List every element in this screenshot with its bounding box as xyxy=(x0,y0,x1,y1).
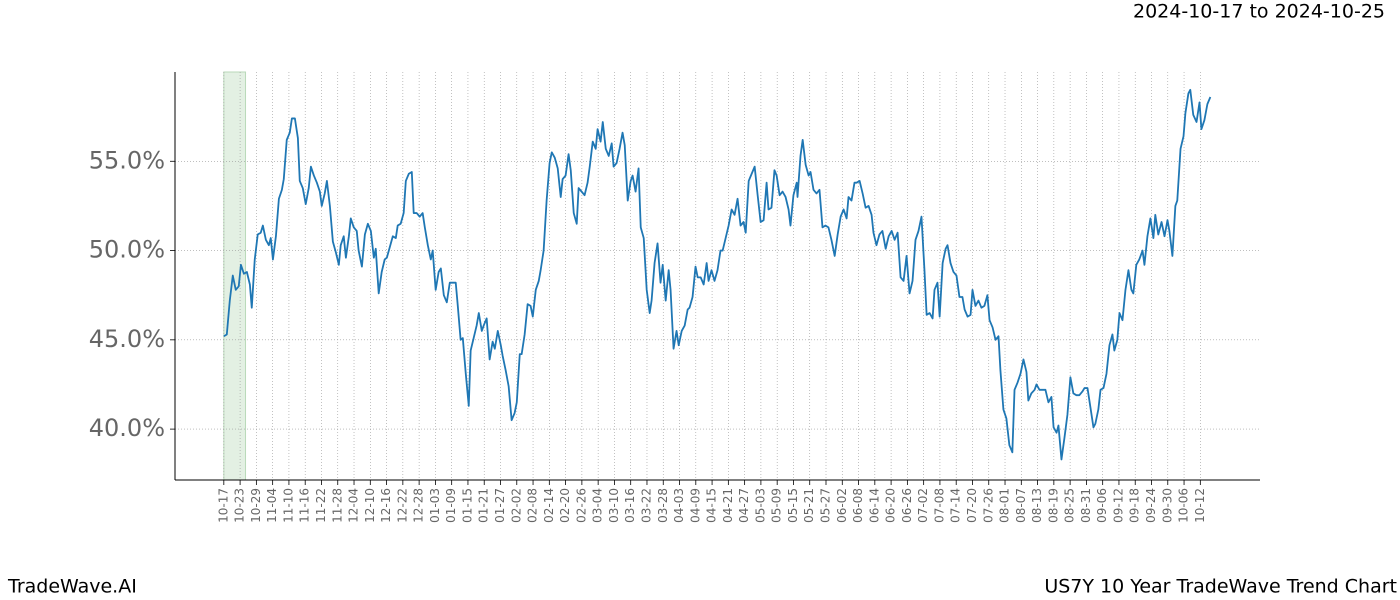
x-tick-label: 02-14 xyxy=(542,488,556,523)
brand: TradeWave.AI xyxy=(7,576,137,598)
x-tick-label: 10-17 xyxy=(216,488,230,523)
x-tick-label: 01-09 xyxy=(444,488,458,523)
x-tick-label: 01-27 xyxy=(493,488,507,523)
x-tick-label: 11-16 xyxy=(298,488,312,523)
x-tick-label: 01-21 xyxy=(477,488,491,523)
x-tick-label: 08-19 xyxy=(1046,488,1060,523)
x-tick-label: 11-04 xyxy=(265,488,279,523)
x-tick-label: 10-29 xyxy=(249,488,263,523)
x-tick-label: 12-10 xyxy=(363,488,377,523)
x-tick-label: 03-04 xyxy=(591,488,605,523)
x-tick-label: 10-06 xyxy=(1177,488,1191,523)
x-tick-label: 07-14 xyxy=(949,488,963,523)
x-tick-label: 04-21 xyxy=(721,488,735,523)
x-tick-label: 06-20 xyxy=(884,488,898,523)
x-tick-label: 06-02 xyxy=(835,488,849,523)
highlight-span xyxy=(223,71,247,481)
y-tick-label: 50.0% xyxy=(89,236,165,264)
x-tick-label: 05-09 xyxy=(770,488,784,523)
x-tick-label: 04-15 xyxy=(705,488,719,523)
x-tick-label: 08-31 xyxy=(1079,488,1093,523)
x-tick-label: 11-28 xyxy=(330,488,344,523)
x-tick-label: 02-02 xyxy=(509,488,523,523)
x-tick-label: 12-16 xyxy=(379,488,393,523)
x-tick-label: 03-16 xyxy=(623,488,637,523)
x-tick-label: 11-22 xyxy=(314,488,328,523)
x-tick-label: 02-08 xyxy=(526,488,540,523)
x-tick-label: 09-12 xyxy=(1111,488,1125,523)
x-tick-label: 09-06 xyxy=(1095,488,1109,523)
x-tick-label: 04-03 xyxy=(672,488,686,523)
x-tick-label: 04-09 xyxy=(688,488,702,523)
x-tick-label: 03-22 xyxy=(639,488,653,523)
y-tick-label: 55.0% xyxy=(89,146,165,174)
x-tick-label: 08-07 xyxy=(1014,488,1028,523)
x-tick-label: 01-15 xyxy=(460,488,474,523)
chart-title: US7Y 10 Year TradeWave Trend Chart xyxy=(1044,576,1397,598)
x-tick-label: 05-03 xyxy=(753,488,767,523)
x-tick-label: 12-04 xyxy=(347,488,361,523)
x-tick-label: 04-27 xyxy=(737,488,751,523)
x-tick-label: 09-30 xyxy=(1160,488,1174,523)
x-tick-label: 09-18 xyxy=(1128,488,1142,523)
x-tick-label: 06-14 xyxy=(867,488,881,523)
x-tick-label: 08-01 xyxy=(998,488,1012,523)
x-tick-label: 10-23 xyxy=(233,488,247,523)
x-tick-label: 05-15 xyxy=(786,488,800,523)
y-tick-label: 45.0% xyxy=(89,325,165,353)
x-tick-label: 12-22 xyxy=(395,488,409,523)
x-tick-label: 08-25 xyxy=(1063,488,1077,523)
x-tick-label: 07-26 xyxy=(981,488,995,523)
x-tick-label: 01-03 xyxy=(428,488,442,523)
x-tick-label: 07-02 xyxy=(916,488,930,523)
x-tick-label: 05-21 xyxy=(802,488,816,523)
x-tick-label: 08-13 xyxy=(1030,488,1044,523)
x-tick-label: 02-26 xyxy=(574,488,588,523)
x-tick-label: 03-28 xyxy=(656,488,670,523)
y-tick-label: 40.0% xyxy=(89,414,165,442)
x-tick-label: 07-20 xyxy=(965,488,979,523)
date-range: 2024-10-17 to 2024-10-25 xyxy=(1133,1,1385,23)
x-tick-label: 05-27 xyxy=(819,488,833,523)
x-tick-label: 12-28 xyxy=(412,488,426,523)
x-tick-label: 10-12 xyxy=(1193,488,1207,523)
x-tick-label: 06-26 xyxy=(900,488,914,523)
x-tick-label: 02-20 xyxy=(558,488,572,523)
x-tick-label: 09-24 xyxy=(1144,488,1158,523)
x-tick-label: 06-08 xyxy=(851,488,865,523)
x-tick-label: 11-10 xyxy=(281,488,295,523)
x-tick-label: 07-08 xyxy=(932,488,946,523)
trend-line xyxy=(223,88,1212,461)
x-tick-label: 03-10 xyxy=(607,488,621,523)
